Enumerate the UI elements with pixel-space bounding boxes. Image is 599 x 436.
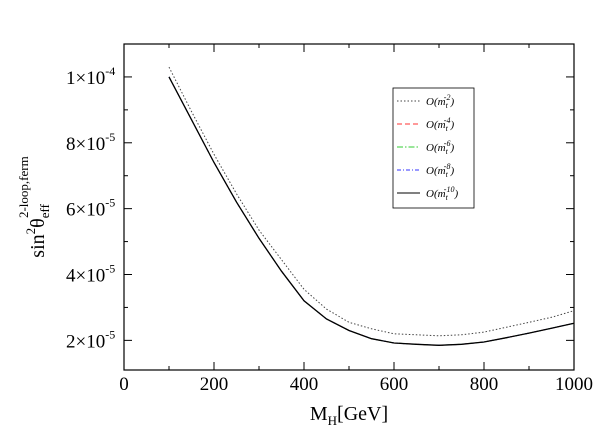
x-axis-title-rest: [GeV] (337, 403, 388, 425)
legend-label-main: O(m (426, 188, 446, 200)
legend-label-sup: -10 (444, 185, 455, 194)
y-axis-title-sup1: 2 (23, 228, 38, 235)
legend-box (392, 87, 475, 209)
y-tick-label: 2×10-5 (66, 327, 115, 352)
y-axis-title-main: sin (27, 234, 49, 257)
legend-label-4: O(mt-8) (426, 162, 454, 179)
x-tick-label: 1000 (555, 374, 593, 395)
y-tick-label: 8×10-5 (66, 130, 115, 155)
y-tick-mantissa: 6×10 (66, 200, 105, 221)
y-tick-mantissa: 1×10 (66, 68, 105, 89)
y-tick-mantissa: 2×10 (66, 331, 105, 352)
x-tick-label: 800 (470, 374, 499, 395)
axis-tick-labels: 0 200 400 600 800 10002×10-54×10-56×10-58×10-… (66, 64, 593, 395)
series-line-5 (168, 76, 575, 346)
legend-label-end: ) (449, 119, 454, 131)
legend-label-sub: t (446, 101, 449, 110)
x-axis-title-sub: H (328, 413, 337, 428)
legend-label-2: O(mt-4) (426, 116, 454, 133)
legend-label-sub: t (446, 147, 449, 156)
axis-ticks (123, 44, 575, 370)
legend-label-sub: t (446, 170, 449, 179)
y-axis-title-theta: θ (27, 218, 49, 228)
y-tick-exponent: -4 (105, 64, 115, 78)
x-tick-label: 0 (119, 374, 129, 395)
legend-label-main: O(m (426, 96, 446, 108)
legend-label-sup: -2 (444, 93, 451, 102)
legend-label-main: O(m (426, 142, 446, 154)
legend: O(mt-2)O(mt-4)O(mt-6)O(mt-8)O(mt-10) (392, 87, 475, 209)
legend-label-end: ) (449, 165, 454, 177)
legend-label-main: O(m (426, 165, 446, 177)
legend-label-5: O(mt-10) (426, 185, 458, 202)
legend-label-sup: -4 (444, 116, 451, 125)
y-tick-exponent: -5 (105, 327, 115, 341)
y-tick-label: 1×10-4 (66, 64, 115, 89)
y-axis-title: sin2θeff 2-loop,ferm (16, 156, 52, 257)
y-tick-exponent: -5 (105, 130, 115, 144)
legend-label-end: ) (453, 188, 458, 200)
y-axis-title-sub: eff (37, 203, 52, 218)
x-tick-label: 600 (380, 374, 409, 395)
y-tick-mantissa: 4×10 (66, 266, 105, 287)
x-axis-title-main: M (310, 403, 328, 425)
legend-label-sub: t (446, 124, 449, 133)
legend-label-sup: -6 (444, 139, 451, 148)
x-axis-title: MH[GeV] (310, 403, 388, 428)
plot-frame (123, 43, 575, 371)
legend-label-end: ) (449, 142, 454, 154)
y-tick-label: 6×10-5 (66, 196, 115, 221)
y-axis-title-sup2: 2-loop,ferm (16, 156, 31, 218)
legend-label-end: ) (449, 96, 454, 108)
x-tick-label: 200 (200, 374, 229, 395)
y-tick-mantissa: 8×10 (66, 134, 105, 155)
series-line-3 (168, 76, 575, 346)
legend-label-main: O(m (426, 119, 446, 131)
legend-label-sub: t (446, 193, 449, 202)
series-line-1 (168, 66, 575, 337)
series-line-4 (168, 76, 575, 346)
y-tick-exponent: -5 (105, 262, 115, 276)
x-tick-label: 400 (290, 374, 319, 395)
legend-label-sup: -8 (444, 162, 451, 171)
legend-label-3: O(mt-6) (426, 139, 454, 156)
series-line-2 (168, 76, 575, 346)
series-lines (168, 66, 575, 346)
y-tick-exponent: -5 (105, 196, 115, 210)
legend-label-1: O(mt-2) (426, 93, 454, 110)
y-tick-label: 4×10-5 (66, 262, 115, 287)
